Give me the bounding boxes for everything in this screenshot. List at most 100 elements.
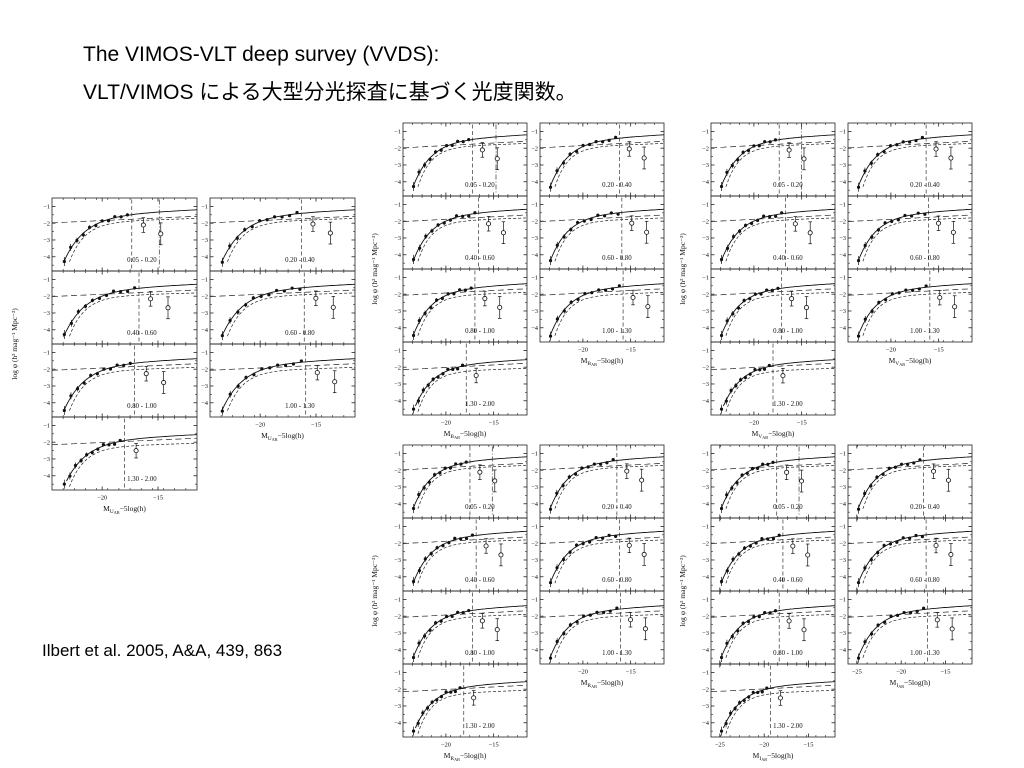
redshift-label: 0.60 - 0.80	[285, 330, 315, 337]
x-tick-label: −20	[749, 420, 759, 427]
y-tick-label: −1	[394, 348, 401, 355]
y-tick-label: −1	[531, 451, 538, 458]
lf-panel: −1 −2 −3 −4 1.30 - 2.00	[394, 663, 528, 738]
y-tick-label: −2	[702, 291, 709, 298]
y-tick-label: −1	[201, 277, 208, 284]
lf-figure-U-band: log φ (h³ mag⁻¹ Mpc⁻³) −1 −2 −3 −4 0.05 - 0.2…	[8, 194, 361, 523]
redshift-label: 0.40 - 0.60	[465, 577, 495, 584]
y-tick-label: −4	[394, 252, 402, 259]
lf-panel: −1 −2 −3 −4 0.60 - 0.80	[839, 517, 973, 592]
redshift-label: 0.05 - 0.20	[773, 182, 803, 189]
y-tick-label: −4	[702, 179, 710, 186]
lf-figure-R-band: log φ (h³ mag⁻¹ Mpc⁻³) −1 −2 −3 −4 0.05 - 0.2…	[368, 441, 670, 768]
y-tick-label: −1	[702, 275, 709, 282]
y-tick-label: −2	[531, 145, 538, 152]
y-tick-label: −4	[702, 325, 710, 332]
y-tick-label: −1	[531, 129, 538, 136]
redshift-label: 1.00 - 1.30	[910, 328, 940, 335]
y-tick-label: −1	[394, 524, 401, 531]
redshift-label: 1.30 - 2.00	[465, 401, 495, 408]
y-tick-label: −3	[43, 383, 50, 390]
redshift-label: 0.40 - 0.60	[773, 577, 803, 584]
redshift-label: 1.30 - 2.00	[127, 476, 157, 483]
y-tick-label: −1	[43, 277, 50, 284]
lf-panel: −1 −2 −3 −4 0.60 - 0.80	[531, 195, 665, 270]
y-tick-label: −1	[394, 275, 401, 282]
x-axis-label: MUAB−5log(h)	[103, 504, 146, 515]
redshift-label: 0.80 - 1.00	[773, 650, 803, 657]
lf-panel: −1 −2 −3 −4 0.20 - 0.40	[201, 197, 356, 272]
y-tick-label: −3	[702, 557, 709, 564]
y-tick-label: −4	[201, 400, 209, 407]
y-tick-label: −3	[394, 308, 401, 315]
x-tick-label: −20	[578, 347, 588, 354]
redshift-label: 1.00 - 1.30	[602, 650, 632, 657]
x-tick-label: −20	[255, 422, 265, 429]
x-axis-label: MVAB−5log(h)	[752, 429, 795, 440]
y-tick-label: −1	[839, 524, 846, 531]
y-tick-label: −2	[702, 686, 709, 693]
citation-text: Ilbert et al. 2005, A&A, 439, 863	[42, 641, 283, 660]
redshift-label: 0.05 - 0.20	[773, 504, 803, 511]
x-axis-label: MBAB−5log(h)	[444, 429, 487, 440]
redshift-label: 1.30 - 2.00	[465, 723, 495, 730]
y-tick-label: −3	[702, 703, 709, 710]
redshift-label: 0.20 - 0.40	[285, 257, 315, 264]
y-tick-label: −3	[201, 237, 208, 244]
y-tick-label: −1	[839, 451, 846, 458]
y-tick-label: −2	[394, 291, 401, 298]
y-tick-label: −4	[531, 252, 539, 259]
lf-panel: −1 −2 −3 −4 0.05 - 0.20	[43, 197, 198, 272]
y-tick-label: −3	[702, 630, 709, 637]
y-tick-label: −2	[201, 366, 208, 373]
lf-panel: −1 −2 −3 −4 1.30 - 2.00	[43, 416, 198, 491]
y-tick-label: −4	[702, 501, 710, 508]
y-tick-label: −2	[839, 540, 846, 547]
y-tick-label: −3	[839, 308, 846, 315]
redshift-label: 0.60 - 0.80	[910, 577, 940, 584]
redshift-label: 0.40 - 0.60	[465, 255, 495, 262]
lf-panel: −1 −2 −3 −4 1.00 - 1.30	[531, 590, 665, 665]
lf-panel: −1 −2 −3 −4 1.00 - 1.30	[839, 268, 973, 343]
y-tick-label: −4	[201, 327, 209, 334]
y-tick-label: −3	[531, 162, 538, 169]
lf-panel: −1 −2 −3 −4 1.30 - 2.00	[394, 341, 528, 416]
y-tick-label: −1	[531, 275, 538, 282]
y-tick-label: −2	[43, 293, 50, 300]
y-tick-label: −2	[201, 220, 208, 227]
slide-title: The VIMOS-VLT deep survey (VVDS):	[83, 43, 440, 66]
y-tick-label: −1	[394, 451, 401, 458]
lf-figure-svg-B: log φ (h³ mag⁻¹ Mpc⁻³) −1 −2 −3 −4 0.05 - 0.2…	[370, 122, 665, 440]
y-tick-label: −4	[839, 325, 847, 332]
y-tick-label: −2	[702, 467, 709, 474]
y-tick-label: −1	[702, 670, 709, 677]
lf-panel: −1 −2 −3 −4 0.80 - 1.00	[43, 343, 198, 418]
lf-panel: −1 −2 −3 −4 0.40 - 0.60	[394, 195, 528, 270]
y-tick-label: −2	[201, 293, 208, 300]
y-tick-label: −2	[702, 364, 709, 371]
y-tick-label: −4	[43, 327, 51, 334]
y-tick-label: −4	[531, 179, 539, 186]
y-tick-label: −4	[43, 473, 51, 480]
lf-panel: −1 −2 −3 −4 0.20 - 0.40	[531, 444, 665, 519]
y-tick-label: −1	[43, 423, 50, 430]
x-axis-label: MRAB−5log(h)	[444, 751, 487, 762]
y-tick-label: −1	[839, 597, 846, 604]
x-tick-label: −15	[803, 742, 813, 749]
x-axis-label: MUAB−5log(h)	[261, 431, 304, 442]
y-tick-label: −3	[43, 456, 50, 463]
y-tick-label: −2	[43, 366, 50, 373]
y-tick-label: −2	[702, 145, 709, 152]
x-tick-label: −20	[759, 742, 769, 749]
y-tick-label: −4	[531, 574, 539, 581]
slide-subtitle-japanese: VLT/VIMOS による大型分光探査に基づく光度関数。	[83, 81, 577, 104]
y-tick-label: −3	[702, 308, 709, 315]
y-tick-label: −2	[394, 613, 401, 620]
y-tick-label: −3	[531, 308, 538, 315]
y-tick-label: −2	[531, 540, 538, 547]
redshift-label: 0.40 - 0.60	[127, 330, 157, 337]
y-tick-label: −3	[531, 630, 538, 637]
y-tick-label: −2	[531, 291, 538, 298]
y-tick-label: −1	[702, 524, 709, 531]
